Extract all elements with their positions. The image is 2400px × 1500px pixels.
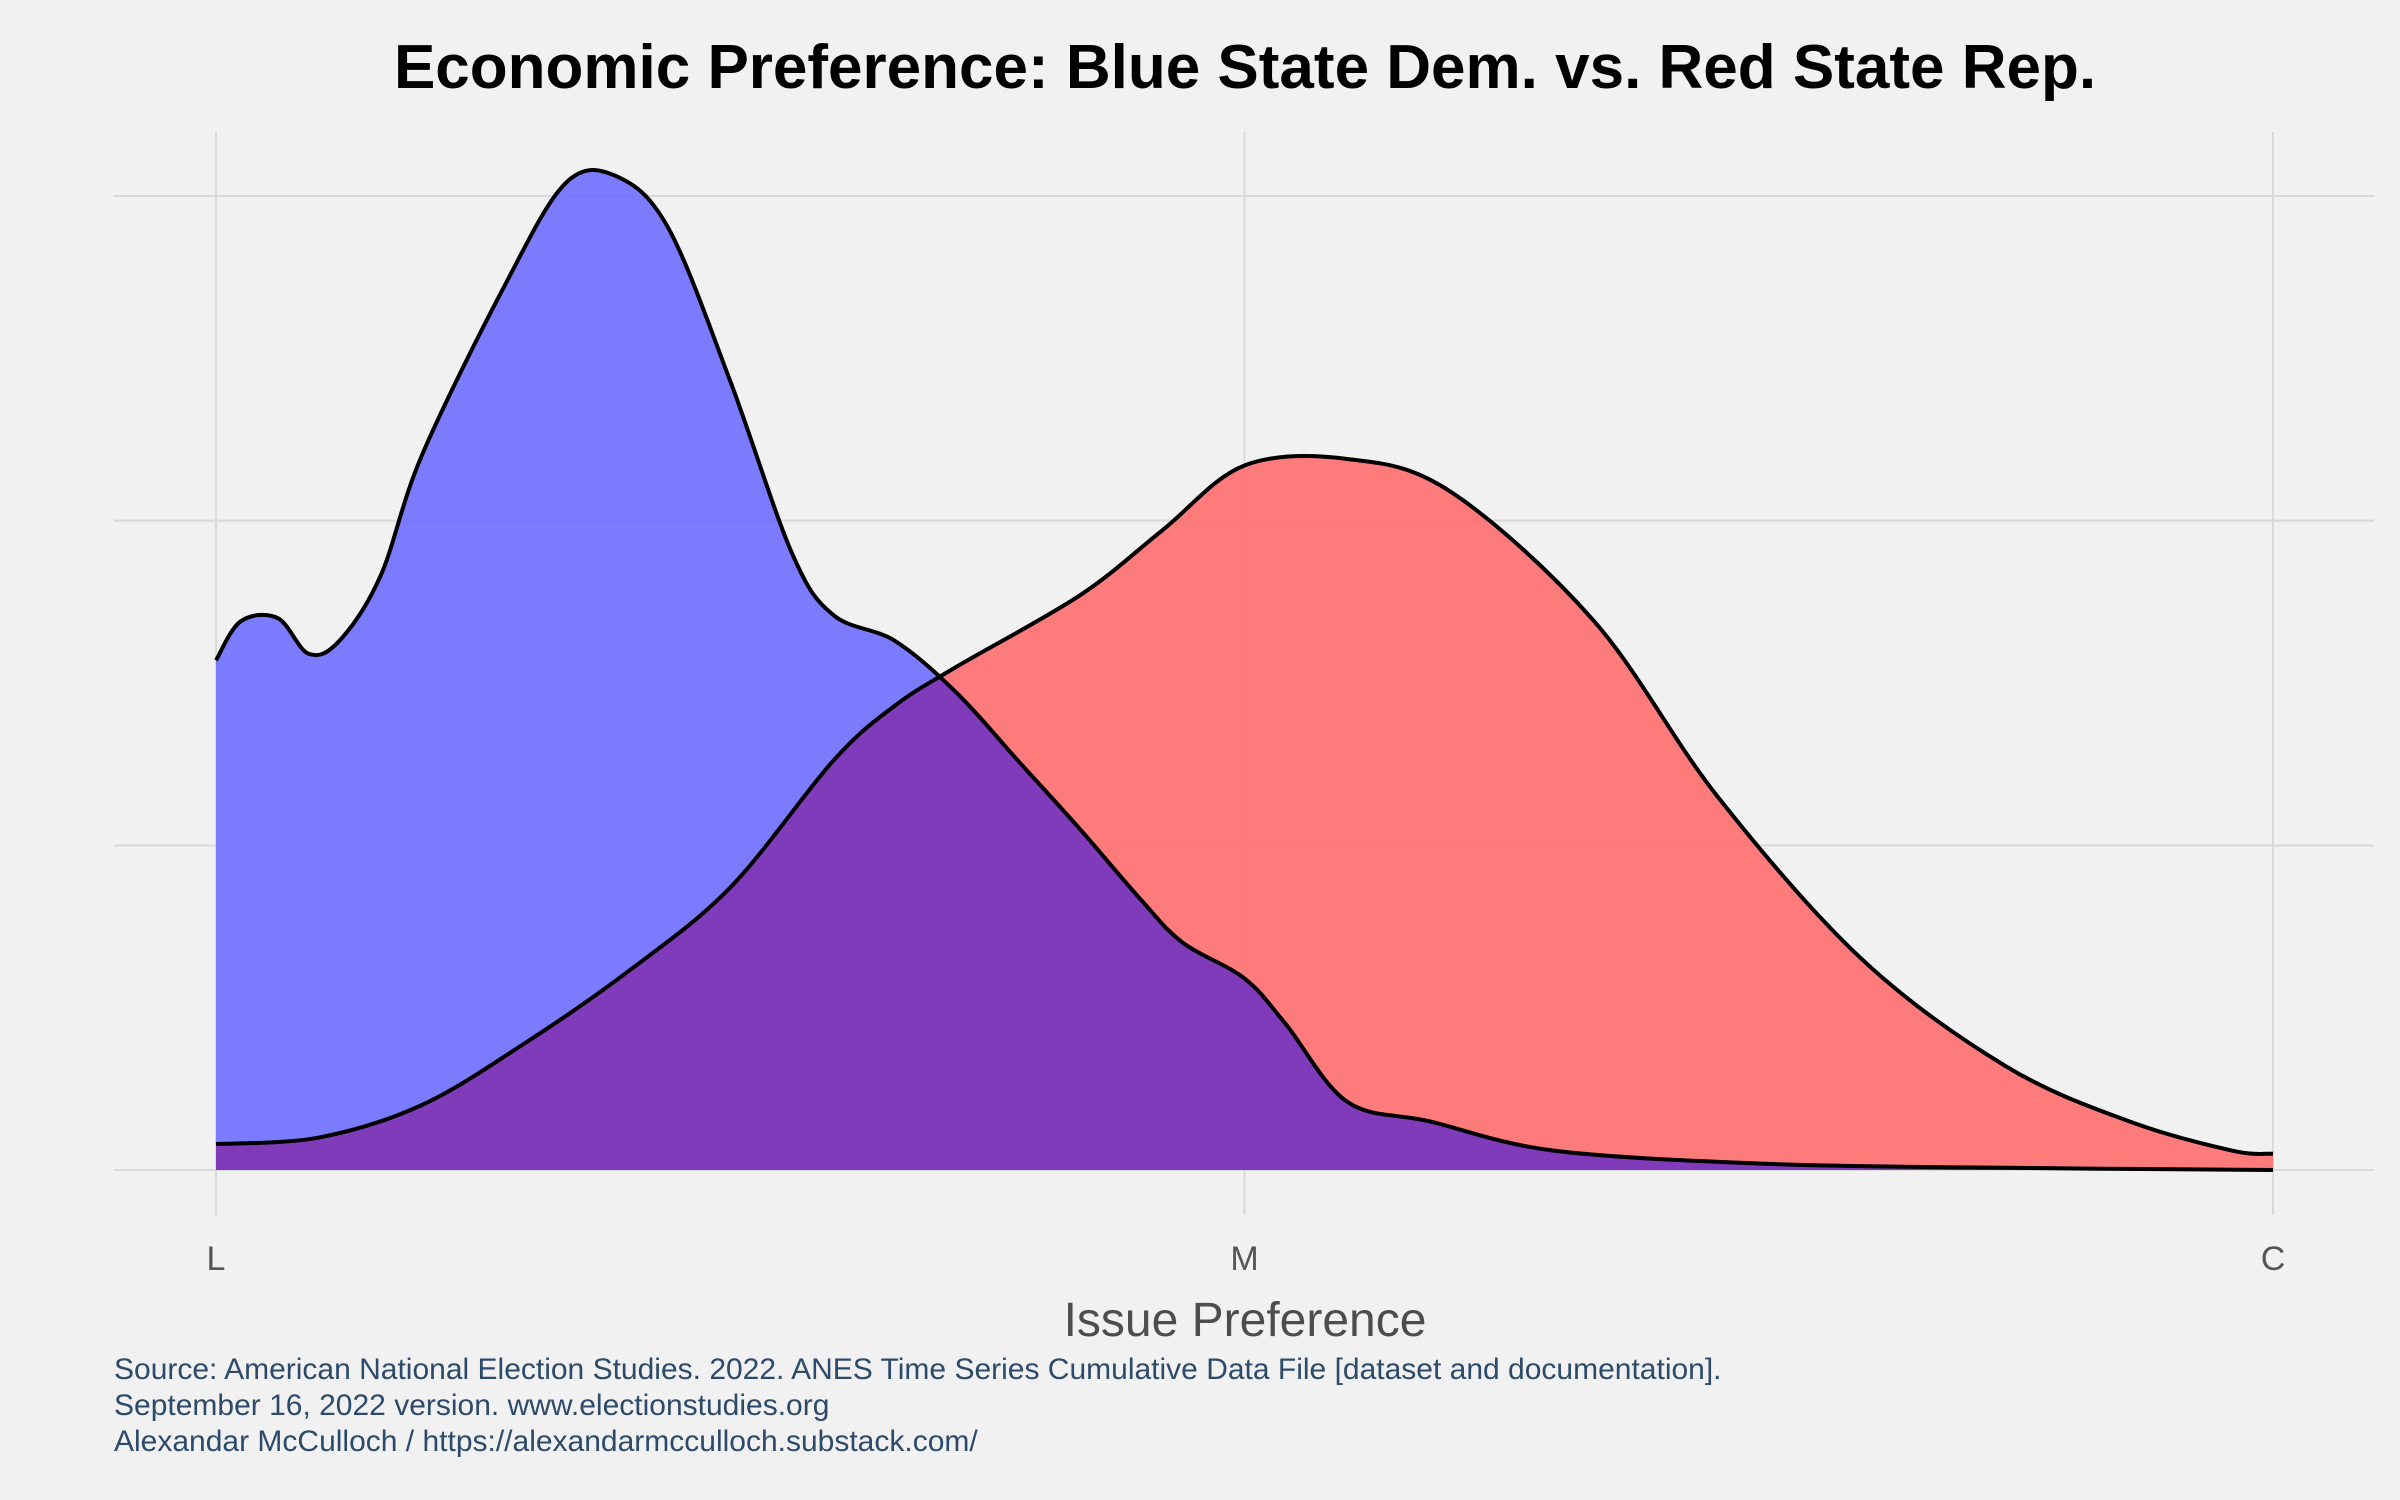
series-line-red-state-rep (215, 454, 2274, 1156)
source-caption: Source: American National Election Studi… (114, 1352, 1722, 1460)
x-tick-label: M (1230, 1240, 1258, 1278)
caption-line-source: Source: American National Election Studi… (114, 1353, 1722, 1386)
series-line-blue-state-dem (214, 168, 2274, 1172)
x-axis-label: Issue Preference (1064, 1294, 1427, 1347)
caption-line-version: September 16, 2022 version. www.election… (114, 1389, 830, 1422)
x-tick-label: C (2261, 1240, 2286, 1278)
chart-title: Economic Preference: Blue State Dem. vs.… (394, 33, 2096, 102)
overlap-area (216, 455, 2273, 1170)
density-areas (214, 168, 2274, 1172)
x-tick-label: L (207, 1240, 226, 1278)
caption-line-author: Alexandar McCulloch / https://alexandarm… (114, 1425, 978, 1458)
